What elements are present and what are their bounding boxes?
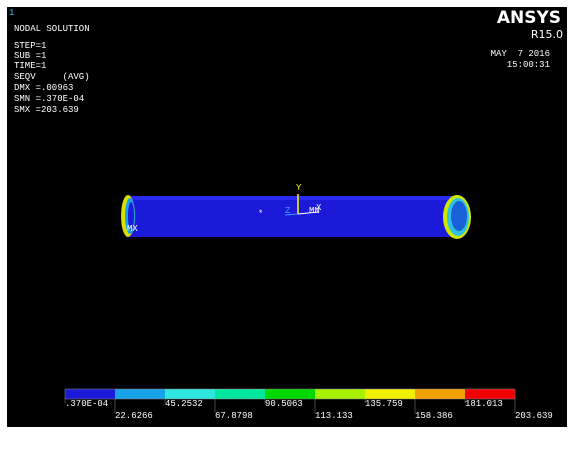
ansys-window: 1 NODAL SOLUTION STEP=1SUB =1TIME=1SEQV … (0, 0, 574, 460)
legend-label: 203.639 (515, 411, 553, 421)
info-line: SEQV (AVG) (14, 72, 90, 82)
origin-marker: * (258, 209, 263, 219)
time: 15:00:31 (507, 60, 550, 70)
legend-label: 181.013 (465, 399, 503, 409)
triad-z: Z (285, 206, 291, 216)
window-number: 1 (9, 8, 14, 18)
legend-swatch (465, 389, 515, 399)
legend-swatch (215, 389, 265, 399)
legend-swatch (165, 389, 215, 399)
legend-label: 45.2532 (165, 399, 203, 409)
legend-label: .370E-04 (65, 399, 108, 409)
legend-swatch (65, 389, 115, 399)
logo: ANSYS (497, 8, 561, 28)
legend-label: 113.133 (315, 411, 353, 421)
legend-label: 22.6266 (115, 411, 153, 421)
legend-swatch (365, 389, 415, 399)
info-line: STEP=1 (14, 41, 46, 51)
legend-label: 90.5063 (265, 399, 303, 409)
legend-swatch (265, 389, 315, 399)
info-line: SMX =203.639 (14, 105, 79, 115)
triad-y: Y (296, 183, 302, 193)
legend-swatch (315, 389, 365, 399)
release: R15.0 (531, 28, 563, 41)
legend-label: 67.8798 (215, 411, 253, 421)
date: MAY 7 2016 (491, 49, 550, 59)
info-line: TIME=1 (14, 61, 46, 71)
right-end-inner (451, 201, 467, 231)
max-label: MX (127, 224, 138, 234)
legend-label: 158.386 (415, 411, 453, 421)
title: NODAL SOLUTION (14, 24, 90, 34)
page: 1 NODAL SOLUTION STEP=1SUB =1TIME=1SEQV … (0, 0, 574, 460)
legend-swatch (415, 389, 465, 399)
cylinder-highlight (126, 196, 460, 200)
triad-x: X (316, 203, 322, 213)
info-line: SMN =.370E-04 (14, 94, 84, 104)
legend-label: 135.759 (365, 399, 403, 409)
cylinder-body (126, 196, 460, 237)
legend-swatch (115, 389, 165, 399)
info-line: SUB =1 (14, 51, 46, 61)
info-line: DMX =.00963 (14, 83, 73, 93)
